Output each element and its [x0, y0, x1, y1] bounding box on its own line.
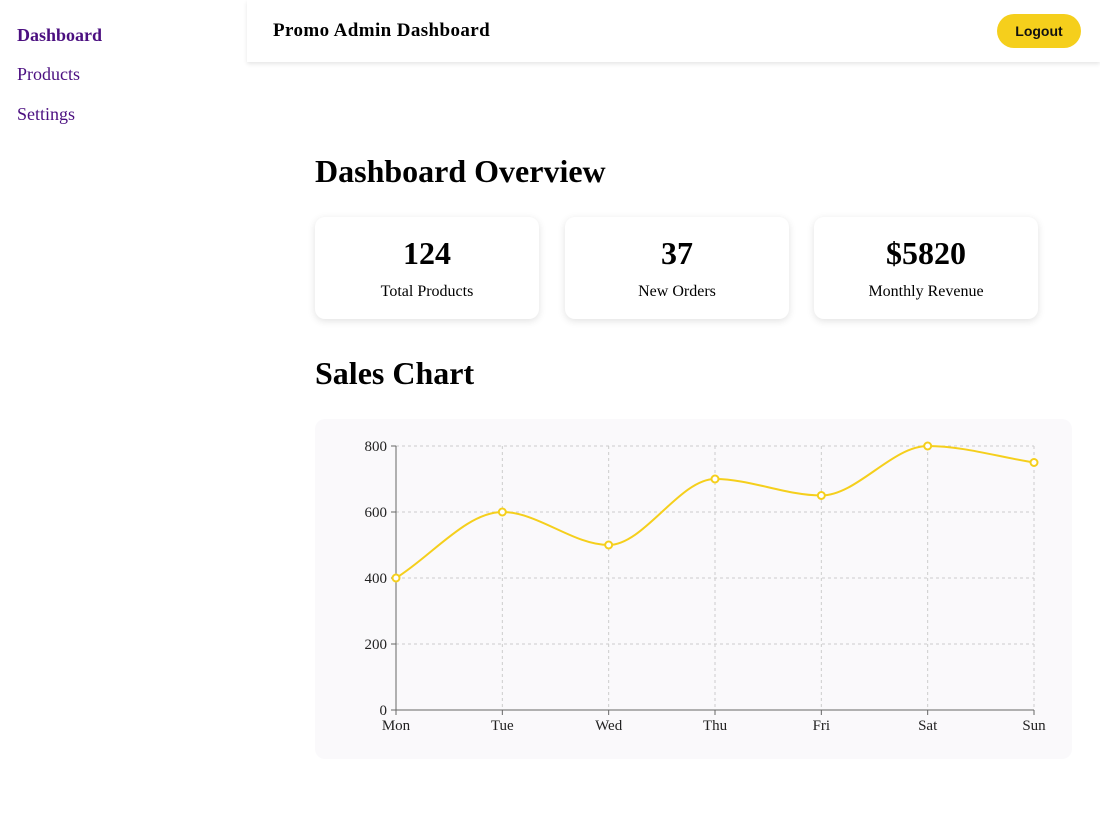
y-tick-label: 600	[365, 505, 388, 521]
x-tick-label: Tue	[491, 718, 514, 734]
data-point	[497, 507, 507, 517]
x-tick-label: Thu	[703, 718, 728, 734]
x-tick-label: Fri	[813, 718, 831, 734]
x-tick-label: Sat	[918, 718, 938, 734]
logout-button[interactable]: Logout	[997, 14, 1081, 48]
stat-card-monthly-revenue: $5820 Monthly Revenue	[814, 217, 1038, 319]
data-point	[816, 491, 826, 500]
sidebar-item-dashboard[interactable]: Dashboard	[17, 25, 103, 45]
data-point	[1029, 458, 1039, 467]
stat-label: Total Products	[380, 283, 474, 300]
y-tick-label: 800	[365, 439, 388, 455]
sales-chart-heading: Sales Chart	[315, 355, 475, 391]
y-tick-label: 200	[365, 637, 388, 653]
x-tick-label: Sun	[1022, 718, 1046, 734]
sales-line-chart: 0 200 400 600 800 Mon Tue Wed Thu Fri Sat Sun	[365, 439, 1047, 734]
stat-value: 37	[661, 235, 693, 271]
stat-card-total-products: 124 Total Products	[315, 217, 539, 319]
stat-label: New Orders	[638, 283, 716, 300]
data-point	[923, 441, 933, 451]
overview-heading: Dashboard Overview	[315, 153, 606, 189]
stat-value: $5820	[886, 235, 966, 271]
sidebar-item-products[interactable]: Products	[17, 64, 80, 84]
y-tick-label: 400	[365, 571, 388, 587]
y-tick-label: 0	[380, 703, 388, 719]
x-tick-label: Wed	[595, 718, 623, 734]
data-point	[391, 573, 401, 583]
data-point	[604, 540, 614, 550]
stat-value: 124	[403, 235, 451, 271]
sidebar: Dashboard Products Settings	[0, 0, 245, 814]
data-point	[710, 474, 720, 484]
app-title: Promo Admin Dashboard	[273, 20, 491, 41]
x-tick-label: Mon	[382, 718, 411, 734]
top-bar: Promo Admin Dashboard Logout	[247, 0, 1100, 62]
stat-card-new-orders: 37 New Orders	[565, 217, 789, 319]
sales-chart-panel: 0 200 400 600 800 Mon Tue Wed Thu Fri Sat Sun	[315, 419, 1072, 759]
sidebar-item-settings[interactable]: Settings	[17, 104, 76, 124]
stat-label: Monthly Revenue	[868, 283, 984, 300]
